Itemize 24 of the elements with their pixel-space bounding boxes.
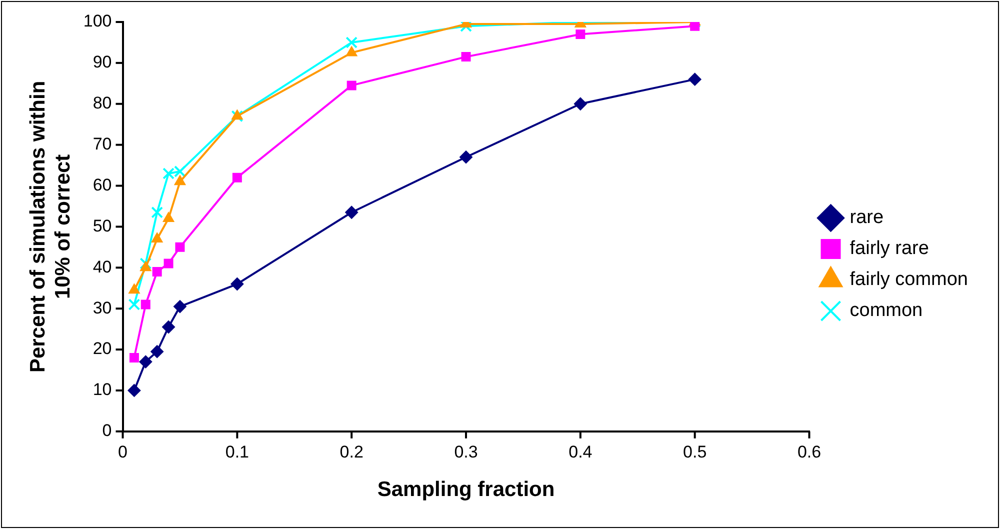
x-tick-label: 0.1 (225, 442, 249, 462)
y-tick-label: 40 (92, 257, 112, 276)
y-tick-label: 30 (92, 298, 112, 318)
y-tick-label: 20 (92, 339, 112, 358)
y-tick-label: 10 (92, 380, 112, 400)
x-tick-label: 0.3 (454, 442, 478, 462)
y-axis-title: Percent of simulations within 10% of correct (26, 80, 75, 373)
legend-label: rare (850, 207, 884, 228)
legend-label: fairly rare (850, 238, 929, 260)
legend-label: fairly common (850, 269, 968, 290)
y-tick-label: 100 (83, 12, 112, 31)
x-tick-label: 0 (118, 442, 128, 462)
y-tick-label: 50 (92, 216, 112, 236)
x-axis-title: Sampling fraction (377, 478, 555, 502)
y-tick-label: 60 (92, 175, 112, 194)
y-tick-label: 80 (92, 94, 112, 113)
x-tick-label: 0.2 (340, 442, 364, 462)
x-tick-label: 0.6 (797, 442, 822, 462)
y-tick-label: 90 (92, 52, 112, 72)
y-tick-label: 0 (102, 421, 112, 440)
x-tick-label: 0.4 (568, 442, 592, 462)
x-tick-label: 0.5 (683, 442, 707, 462)
y-tick-label: 70 (92, 134, 112, 154)
legend-label: common (850, 300, 923, 322)
